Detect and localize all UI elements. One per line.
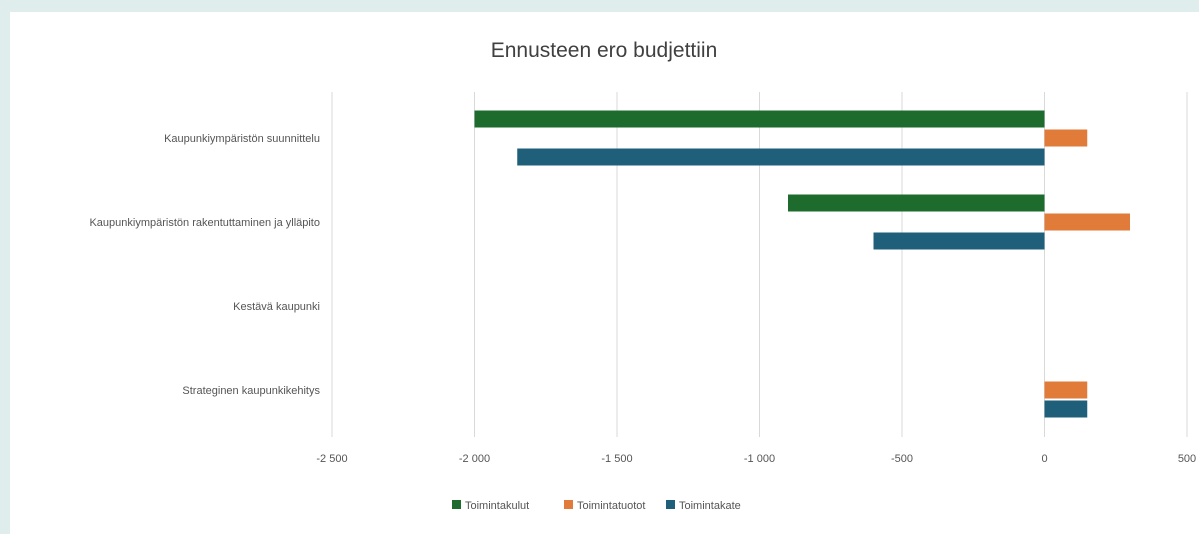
category-label: Kaupunkiympäristön suunnittelu (164, 133, 320, 145)
bar-toimintatuotot (1044, 381, 1088, 399)
bar-toimintakate (873, 232, 1045, 250)
forecast-variance-chart: Ennusteen ero budjettiin Kaupunkiympäris… (89, 39, 1196, 512)
x-tick-labels: -2 500 -2 000 -1 500 -1 000 -500 0 500 (316, 453, 1196, 465)
legend: Toimintakulut Toimintatuotot Toimintakate (452, 500, 741, 512)
category-label: Kestävä kaupunki (233, 301, 320, 313)
x-tick-label: -2 000 (459, 453, 490, 465)
category-label: Strateginen kaupunkikehitys (182, 385, 320, 397)
legend-swatch (564, 500, 573, 509)
chart-card: Ennusteen ero budjettiin Kaupunkiympäris… (10, 12, 1199, 534)
chart-title: Ennusteen ero budjettiin (491, 39, 718, 62)
category-labels: Kaupunkiympäristön suunnittelu Kaupunkiym… (89, 133, 320, 397)
legend-label: Toimintakulut (465, 500, 529, 512)
x-tick-label: -1 500 (601, 453, 632, 465)
x-tick-label: 500 (1178, 453, 1196, 465)
legend-label: Toimintakate (679, 500, 741, 512)
x-tick-label: 0 (1041, 453, 1047, 465)
bar-toimintatuotot (1044, 129, 1088, 147)
bar-toimintakulut (788, 194, 1045, 212)
bar-toimintakulut (474, 110, 1045, 128)
category-label: Kaupunkiympäristön rakentuttaminen ja yl… (89, 217, 320, 229)
x-tick-label: -500 (891, 453, 913, 465)
x-tick-label: -2 500 (316, 453, 347, 465)
legend-swatch (666, 500, 675, 509)
x-tick-label: -1 000 (744, 453, 775, 465)
bars (474, 110, 1130, 418)
legend-swatch (452, 500, 461, 509)
bar-toimintakate (1044, 400, 1088, 418)
legend-label: Toimintatuotot (577, 500, 645, 512)
bar-toimintakate (517, 148, 1045, 166)
bar-toimintatuotot (1044, 213, 1130, 231)
